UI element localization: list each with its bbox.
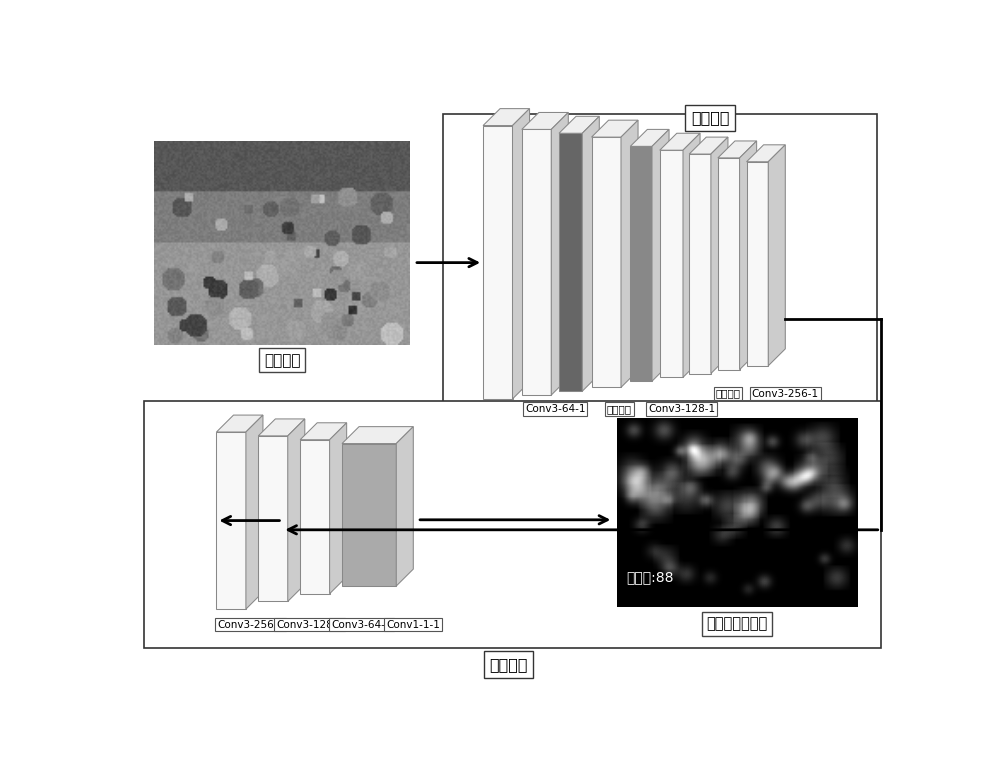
Polygon shape bbox=[621, 120, 638, 387]
Polygon shape bbox=[768, 145, 785, 366]
Polygon shape bbox=[711, 137, 728, 374]
Polygon shape bbox=[582, 116, 599, 391]
Polygon shape bbox=[396, 426, 413, 586]
Polygon shape bbox=[330, 422, 347, 594]
Polygon shape bbox=[718, 141, 757, 158]
Polygon shape bbox=[630, 129, 669, 147]
Polygon shape bbox=[718, 158, 740, 370]
Polygon shape bbox=[246, 415, 263, 609]
Polygon shape bbox=[522, 112, 568, 129]
Polygon shape bbox=[342, 444, 396, 586]
Polygon shape bbox=[689, 137, 728, 154]
FancyBboxPatch shape bbox=[144, 401, 881, 648]
Text: 前端部分: 前端部分 bbox=[691, 110, 729, 125]
Text: Conv3-128-1: Conv3-128-1 bbox=[648, 404, 715, 414]
Text: Conv3-64-1: Conv3-64-1 bbox=[525, 404, 585, 414]
Polygon shape bbox=[747, 145, 785, 162]
Polygon shape bbox=[342, 426, 413, 444]
Polygon shape bbox=[216, 432, 246, 609]
Polygon shape bbox=[483, 125, 512, 399]
Polygon shape bbox=[683, 133, 700, 377]
Polygon shape bbox=[258, 436, 288, 601]
Text: Conv3-128-2: Conv3-128-2 bbox=[276, 620, 343, 630]
Polygon shape bbox=[592, 120, 638, 137]
Text: Conv3-256-2: Conv3-256-2 bbox=[217, 620, 284, 630]
Text: Conv3-256-1: Conv3-256-1 bbox=[752, 389, 819, 399]
Polygon shape bbox=[559, 116, 599, 133]
Polygon shape bbox=[740, 141, 757, 370]
Polygon shape bbox=[258, 419, 305, 436]
Polygon shape bbox=[660, 151, 683, 377]
Polygon shape bbox=[522, 129, 551, 395]
Polygon shape bbox=[652, 129, 669, 381]
Text: 输入图像: 输入图像 bbox=[264, 353, 301, 368]
Polygon shape bbox=[483, 108, 530, 125]
Polygon shape bbox=[630, 147, 652, 381]
FancyBboxPatch shape bbox=[443, 114, 877, 414]
Text: 后端部分: 后端部分 bbox=[489, 657, 528, 672]
Polygon shape bbox=[689, 154, 711, 374]
Text: 最大池化: 最大池化 bbox=[715, 389, 740, 399]
Polygon shape bbox=[551, 112, 568, 395]
Text: 最大池化: 最大池化 bbox=[607, 404, 632, 414]
Polygon shape bbox=[216, 415, 263, 432]
Polygon shape bbox=[559, 133, 582, 391]
Text: 输出人群密度图: 输出人群密度图 bbox=[707, 617, 768, 631]
Text: Conv1-1-1: Conv1-1-1 bbox=[386, 620, 440, 630]
Text: Conv3-64-2: Conv3-64-2 bbox=[331, 620, 392, 630]
Polygon shape bbox=[592, 137, 621, 387]
Polygon shape bbox=[512, 108, 530, 399]
Polygon shape bbox=[300, 440, 330, 594]
Polygon shape bbox=[300, 422, 347, 440]
Polygon shape bbox=[747, 162, 768, 366]
Polygon shape bbox=[288, 419, 305, 601]
Polygon shape bbox=[660, 133, 700, 151]
